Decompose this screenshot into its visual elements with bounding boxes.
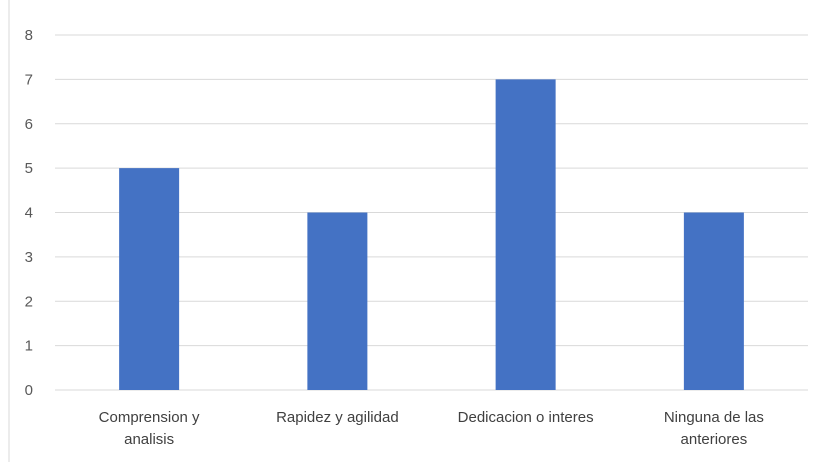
x-tick-label-line: analisis <box>124 431 174 448</box>
y-axis-ticks: 0 1 2 3 4 5 6 7 8 <box>25 27 33 399</box>
y-tick-label: 2 <box>25 293 33 310</box>
bar-4 <box>683 212 744 390</box>
y-tick-label: 6 <box>25 116 33 133</box>
y-tick-label: 0 <box>25 382 33 399</box>
x-tick-label-line: Rapidez y agilidad <box>276 409 399 426</box>
y-tick-label: 1 <box>25 338 33 355</box>
x-tick-label: Rapidez y agilidad <box>276 409 399 426</box>
x-tick-label-line: anteriores <box>681 431 748 448</box>
y-tick-label: 3 <box>25 249 33 266</box>
x-axis-ticks: Comprension y analisis Rapidez y agilidad D… <box>99 409 764 448</box>
y-tick-label: 7 <box>25 71 33 88</box>
x-tick-label: Ninguna de las anteriores <box>664 409 764 448</box>
x-tick-label-line: Comprension y <box>99 409 200 426</box>
bar-2 <box>307 212 368 390</box>
x-tick-label: Comprension y analisis <box>99 409 200 448</box>
bar-1 <box>119 168 180 390</box>
gridlines <box>8 0 808 462</box>
x-tick-label-line: Dedicacion o interes <box>458 409 594 426</box>
x-tick-label: Dedicacion o interes <box>458 409 594 426</box>
y-tick-label: 8 <box>25 27 33 44</box>
x-tick-label-line: Ninguna de las <box>664 409 764 426</box>
bar-3 <box>495 79 556 390</box>
y-tick-label: 5 <box>25 160 33 177</box>
bars <box>119 79 744 390</box>
y-tick-label: 4 <box>25 205 33 222</box>
